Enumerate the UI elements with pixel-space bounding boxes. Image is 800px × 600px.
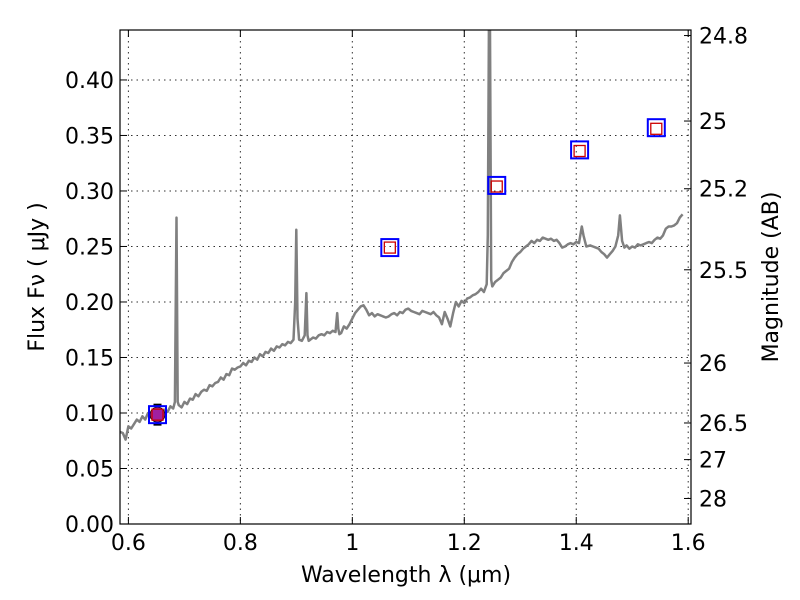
right-tick-label: 26.5 bbox=[699, 412, 748, 437]
right-tick-label: 27 bbox=[699, 449, 727, 474]
observed-photometry-box bbox=[151, 408, 164, 421]
y-tick-label: 0.10 bbox=[65, 402, 114, 427]
tick-layer: 0.6 0.8 1 1.2 1.4 1.6 0.00 0.05 0.10 0.15 0.20 0.25… bbox=[65, 25, 748, 556]
x-tick-label: 0.8 bbox=[223, 531, 258, 556]
x-tick-label: 1.4 bbox=[559, 531, 594, 556]
model-photometry-box bbox=[148, 405, 168, 425]
observed-photometry-box bbox=[490, 180, 503, 193]
right-tick-label: 26 bbox=[699, 352, 727, 377]
x-tick-label: 1 bbox=[345, 531, 359, 556]
spectrum-line bbox=[120, 30, 684, 441]
observed-photometry-box bbox=[383, 241, 396, 254]
y-tick-label: 0.00 bbox=[65, 513, 114, 538]
x-tick-label: 0.6 bbox=[111, 531, 146, 556]
spectrum-layer bbox=[120, 30, 684, 441]
y-tick-label: 0.20 bbox=[65, 291, 114, 316]
right-tick-label: 28 bbox=[699, 487, 727, 512]
right-tick-label: 25 bbox=[699, 110, 727, 135]
marker-layer bbox=[148, 118, 666, 426]
plot-frame bbox=[119, 29, 692, 525]
right-tick-label: 25.5 bbox=[699, 259, 748, 284]
y-tick-label: 0.25 bbox=[65, 235, 114, 260]
x-tick-label: 1.6 bbox=[671, 531, 706, 556]
y-tick-label: 0.05 bbox=[65, 457, 114, 482]
grid-layer bbox=[120, 30, 691, 525]
y-right-axis-label: Magnitude (AB) bbox=[759, 192, 784, 363]
observed-photometry-box bbox=[573, 144, 586, 158]
model-photometry-box bbox=[487, 175, 507, 195]
x-axis-label: Wavelength λ (μm) bbox=[301, 563, 511, 588]
y-axis-label: Flux Fν ( μJy ) bbox=[25, 202, 50, 351]
y-tick-label: 0.35 bbox=[65, 124, 114, 149]
observed-photometry-box bbox=[650, 122, 663, 135]
y-tick-label: 0.30 bbox=[65, 180, 114, 205]
y-tick-label: 0.15 bbox=[65, 346, 114, 371]
model-photometry-box bbox=[646, 118, 666, 138]
right-tick-label: 25.2 bbox=[699, 178, 748, 203]
model-photometry-box bbox=[380, 238, 400, 258]
x-tick-label: 1.2 bbox=[447, 531, 482, 556]
y-tick-label: 0.40 bbox=[65, 69, 114, 94]
model-photometry-box bbox=[570, 140, 590, 160]
right-tick-label: 24.8 bbox=[699, 25, 748, 50]
